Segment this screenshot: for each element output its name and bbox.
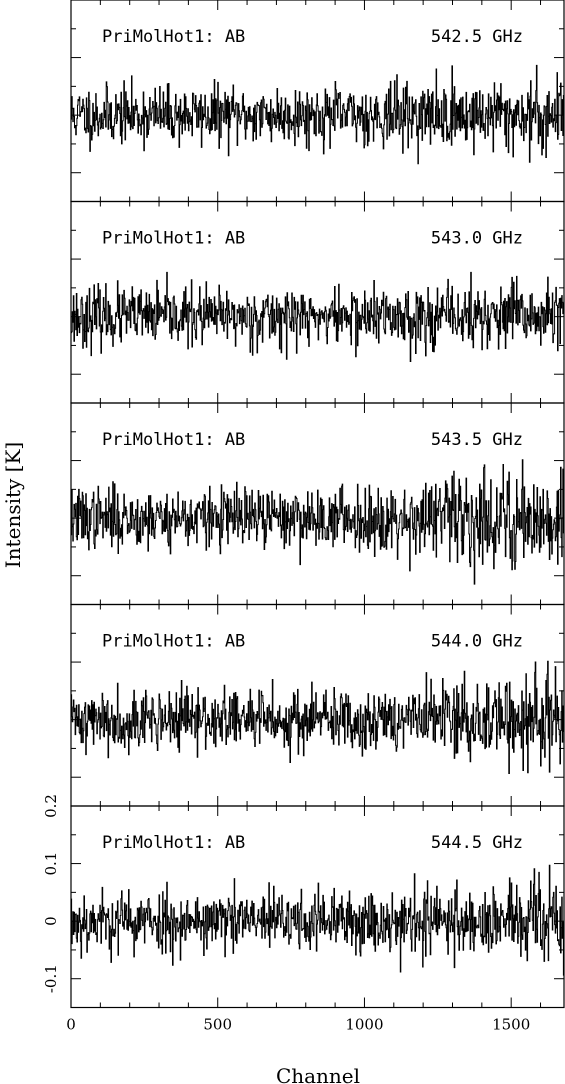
panel-frequency: 544.5 GHz: [431, 833, 523, 853]
panel-label: PriMolHot1: AB: [102, 430, 245, 450]
y-axis-label: Intensity [K]: [1, 442, 25, 568]
spectrum-trace: [71, 660, 564, 774]
spectrum-panel-2: PriMolHot1: AB 543.0 GHz: [70, 200, 565, 404]
spectrum-trace: [71, 271, 564, 362]
spectrum-panel-4: PriMolHot1: AB 544.0 GHz: [70, 603, 565, 807]
panel-label: PriMolHot1: AB: [102, 229, 245, 249]
x-tick-label: 1000: [345, 1016, 383, 1034]
panels: PriMolHot1: AB 542.5 GHz PriMolHot1: AB 543…: [42, 0, 565, 1034]
panel-frequency: 542.5 GHz: [431, 27, 523, 47]
x-tick-label: 500: [203, 1016, 232, 1034]
y-tick-label: 0: [42, 916, 60, 926]
y-tick-label: -0.1: [42, 964, 60, 993]
x-axis-label: Channel: [276, 1064, 360, 1084]
spectrum-panel-3: PriMolHot1: AB 543.5 GHz: [70, 402, 565, 606]
spectrum-trace: [71, 459, 564, 585]
x-tick-label: 1500: [492, 1016, 530, 1034]
panel-label: PriMolHot1: AB: [102, 632, 245, 652]
panel-frame: [70, 805, 565, 1009]
spectrum-panel-5: PriMolHot1: AB 544.5 GHz -0.1 0 0.1 0.2 0 500 10…: [42, 794, 565, 1034]
panel-label: PriMolHot1: AB: [102, 27, 245, 47]
panel-frequency: 543.0 GHz: [431, 229, 523, 249]
panel-frequency: 544.0 GHz: [431, 632, 523, 652]
panel-label: PriMolHot1: AB: [102, 833, 245, 853]
spectrum-trace: [71, 864, 564, 976]
spectrum-trace: [71, 64, 564, 165]
spectrum-panel-1: PriMolHot1: AB 542.5 GHz: [70, 0, 565, 203]
y-tick-label: 0.1: [42, 852, 60, 876]
x-tick-label: 0: [66, 1016, 76, 1034]
y-tick-label: 0.2: [42, 794, 60, 818]
panel-frequency: 543.5 GHz: [431, 430, 523, 450]
